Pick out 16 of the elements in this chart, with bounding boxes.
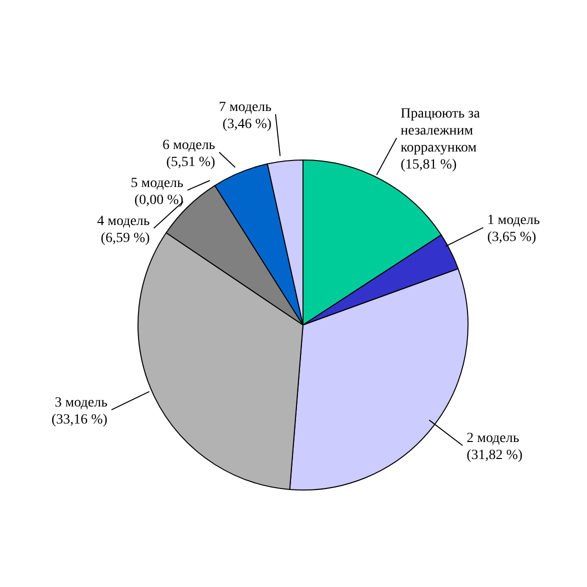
data-label: (15,81 %) — [400, 158, 457, 173]
slice-label: 3 модель — [54, 395, 108, 410]
text: (0,00 %) — [134, 192, 184, 208]
slice-label: 7 модель — [218, 100, 272, 115]
slice-label: 6 модель — [162, 138, 216, 153]
slice-label: 2 модель — [466, 431, 520, 446]
data-label: (3,46 %) — [222, 116, 272, 132]
data-label: (33,16 %) — [51, 412, 108, 428]
data-label: (6,59 %) — [100, 230, 150, 246]
slice-label: Працюють за незалежним коррахунком — [400, 106, 481, 156]
data-label: (5,51 %) — [166, 154, 216, 170]
slice-label: 1 модель — [487, 213, 540, 228]
data-label: (31,82 %) — [466, 448, 523, 464]
legend-label: 5 модель — [130, 176, 184, 191]
slice-label: 4 модель — [97, 214, 150, 229]
data-label: (3,65 %) — [487, 230, 537, 246]
